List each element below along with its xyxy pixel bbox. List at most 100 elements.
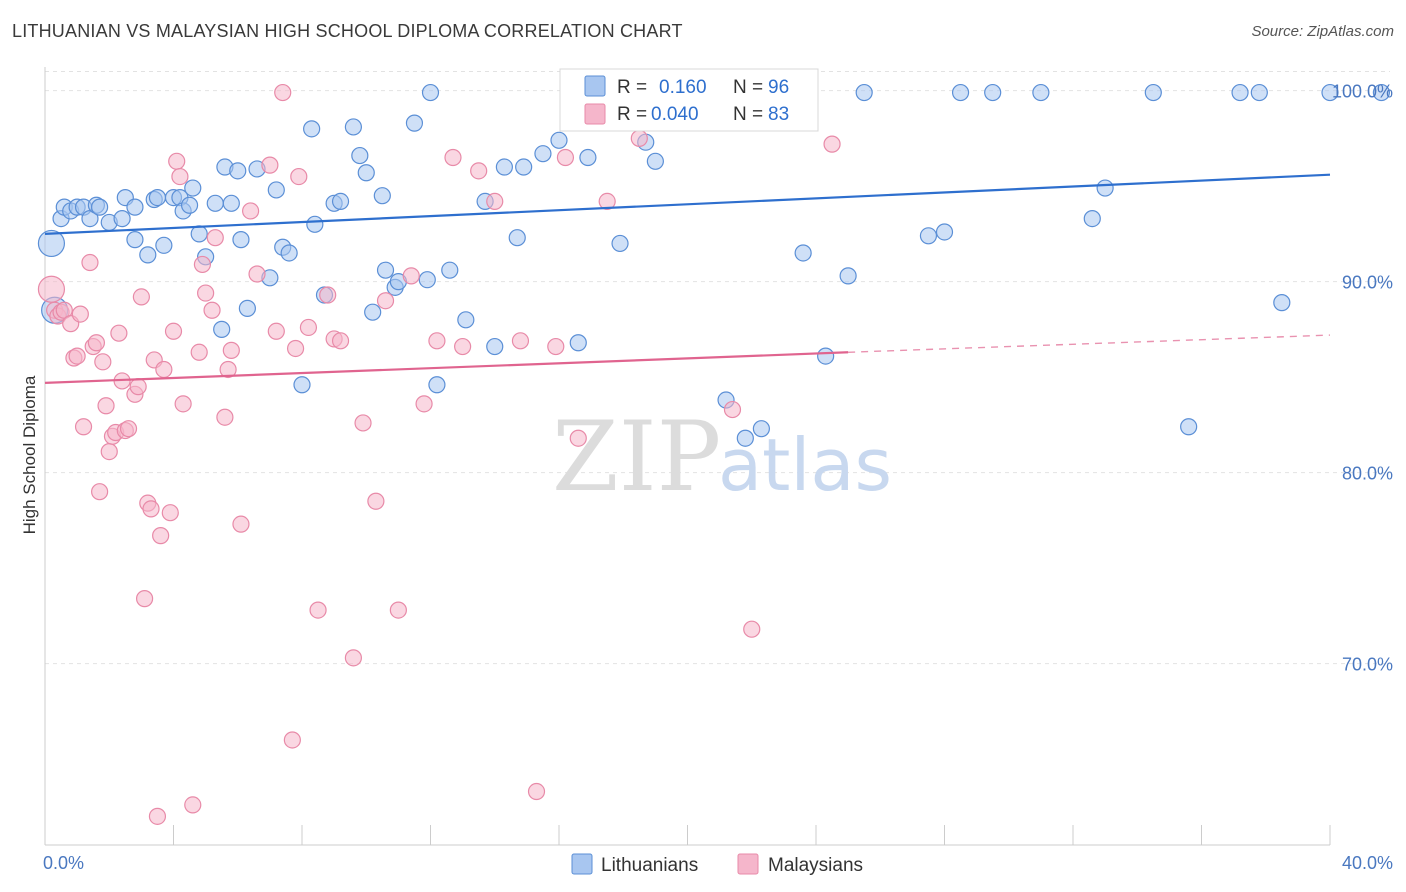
lithuanians-point-36 bbox=[280, 244, 298, 262]
lithuanians-point-45 bbox=[357, 164, 375, 182]
malaysians-point-53 bbox=[290, 167, 308, 186]
lithuanians-trend-line bbox=[44, 173, 1331, 235]
series-legend: Lithuanians Malaysians bbox=[571, 853, 863, 876]
n-label-lithuanians: N = bbox=[733, 77, 763, 98]
malaysians-point-68 bbox=[454, 337, 472, 356]
lithuanians-point-55 bbox=[441, 261, 459, 279]
malaysians-point-11 bbox=[87, 334, 106, 352]
malaysians-point-62 bbox=[376, 292, 395, 310]
lithuanians-point-64 bbox=[569, 334, 587, 352]
trend-lines bbox=[44, 173, 1331, 384]
lithuanians-point-34 bbox=[267, 181, 285, 199]
lithuanians-point-83 bbox=[984, 83, 1002, 102]
malaysians-point-49 bbox=[267, 322, 285, 340]
malaysians-point-65 bbox=[415, 395, 433, 413]
malaysians-point-52 bbox=[286, 339, 305, 358]
malaysians-point-66 bbox=[428, 332, 446, 350]
r-label-malaysians: R = bbox=[617, 104, 647, 125]
legend-label-lithuanians[interactable]: Lithuanians bbox=[601, 855, 698, 876]
x-tick-label-0: 0.0% bbox=[43, 853, 84, 873]
malaysians-point-33 bbox=[168, 152, 186, 170]
lithuanians-point-37 bbox=[293, 376, 311, 394]
lithuanians-point-52 bbox=[418, 271, 436, 289]
lithuanians-point-0 bbox=[37, 229, 66, 258]
malaysians-point-6 bbox=[68, 347, 86, 365]
chart-title: LITHUANIAN VS MALAYSIAN HIGH SCHOOL DIPL… bbox=[12, 21, 683, 41]
malaysians-point-45 bbox=[232, 515, 250, 533]
lithuanians-point-47 bbox=[373, 187, 391, 205]
lithuanians-point-84 bbox=[1032, 83, 1050, 102]
malaysians-trend-extension bbox=[848, 334, 1331, 353]
malaysians-point-74 bbox=[556, 148, 575, 167]
lithuanians-point-21 bbox=[180, 196, 199, 214]
lithuanians-point-62 bbox=[534, 145, 552, 163]
malaysians-point-81 bbox=[148, 807, 167, 825]
legend-label-malaysians[interactable]: Malaysians bbox=[768, 855, 863, 876]
lithuanians-point-43 bbox=[344, 118, 362, 136]
lithuanians-point-58 bbox=[486, 337, 504, 356]
lithuanians-point-82 bbox=[951, 83, 970, 102]
lithuanians-point-89 bbox=[1231, 83, 1249, 102]
malaysians-point-23 bbox=[129, 378, 147, 396]
legend-swatch-lithuanians[interactable] bbox=[571, 853, 593, 875]
lithuanians-point-73 bbox=[736, 429, 754, 447]
lithuanians-swatch bbox=[584, 75, 606, 97]
lithuanians-point-53 bbox=[421, 83, 440, 102]
malaysians-point-13 bbox=[94, 353, 112, 371]
malaysians-point-37 bbox=[190, 343, 208, 361]
malaysians-point-14 bbox=[97, 397, 115, 415]
r-value-lithuanians: 0.160 bbox=[659, 77, 707, 98]
malaysians-point-40 bbox=[203, 301, 221, 319]
malaysians-point-79 bbox=[743, 620, 761, 638]
lithuanians-point-31 bbox=[238, 299, 256, 317]
lithuanians-point-93 bbox=[1372, 83, 1391, 102]
lithuanians-point-48 bbox=[376, 261, 395, 279]
lithuanians-point-80 bbox=[919, 227, 938, 245]
malaysians-trend-line bbox=[44, 351, 849, 384]
lithuanians-point-60 bbox=[508, 229, 526, 247]
data-points bbox=[37, 83, 1391, 825]
stats-legend: R = 0.160 N = 96 R = 0.040 N = 83 bbox=[559, 68, 819, 132]
lithuanians-point-90 bbox=[1250, 83, 1268, 102]
lithuanians-point-92 bbox=[1321, 83, 1339, 102]
malaysians-point-69 bbox=[470, 162, 488, 180]
lithuanians-point-67 bbox=[611, 234, 629, 253]
lithuanians-point-39 bbox=[306, 215, 324, 233]
malaysians-point-70 bbox=[486, 192, 504, 211]
malaysians-point-72 bbox=[527, 782, 546, 801]
y-tick-label-1: 80.0% bbox=[1342, 464, 1393, 484]
legend-swatch-malaysians[interactable] bbox=[737, 853, 759, 875]
malaysians-point-39 bbox=[197, 284, 215, 302]
lithuanians-point-59 bbox=[495, 158, 513, 176]
malaysians-point-30 bbox=[155, 360, 173, 379]
malaysians-point-42 bbox=[216, 408, 234, 426]
lithuanians-point-79 bbox=[855, 83, 873, 102]
lithuanians-point-86 bbox=[1096, 179, 1114, 197]
lithuanians-point-54 bbox=[428, 376, 446, 394]
malaysians-point-31 bbox=[161, 504, 179, 522]
malaysians-point-58 bbox=[331, 332, 350, 350]
lithuanians-point-85 bbox=[1083, 210, 1101, 228]
y-axis-label: High School Diploma bbox=[20, 375, 39, 534]
malaysians-point-24 bbox=[132, 288, 150, 306]
malaysians-point-7 bbox=[71, 305, 89, 323]
malaysians-point-82 bbox=[37, 275, 66, 303]
y-tick-labels: 70.0% 80.0% 90.0% 100.0% bbox=[1332, 82, 1393, 675]
malaysians-point-63 bbox=[389, 601, 407, 619]
lithuanians-point-25 bbox=[206, 194, 224, 212]
lithuanians-point-26 bbox=[213, 320, 231, 338]
lithuanians-point-51 bbox=[405, 114, 424, 132]
lithuanians-point-70 bbox=[646, 152, 664, 170]
lithuanians-point-91 bbox=[1273, 294, 1291, 312]
malaysians-point-35 bbox=[174, 395, 192, 413]
lithuanians-point-22 bbox=[184, 179, 202, 197]
lithuanians-point-30 bbox=[232, 231, 250, 249]
malaysians-point-71 bbox=[511, 332, 530, 350]
lithuanians-point-78 bbox=[839, 267, 857, 285]
malaysians-point-60 bbox=[354, 414, 372, 432]
x-tick-labels: 0.0% 40.0% bbox=[43, 853, 1393, 873]
lithuanians-point-42 bbox=[331, 192, 350, 211]
malaysians-point-64 bbox=[402, 267, 420, 285]
lithuanians-point-77 bbox=[817, 347, 835, 365]
malaysians-point-36 bbox=[184, 796, 202, 814]
